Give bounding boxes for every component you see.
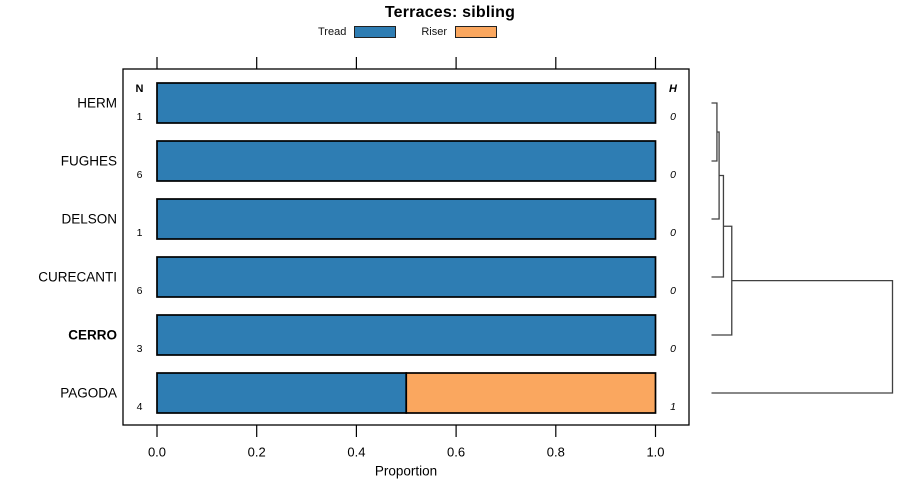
bar-segment-tread [156, 256, 657, 298]
n-value: 1 [137, 227, 143, 239]
chart-title: Terraces: sibling [384, 4, 516, 21]
h-column-header: H [669, 83, 678, 95]
h-value: 0 [670, 169, 676, 181]
n-value: 4 [137, 401, 143, 413]
dendrogram-link [711, 279, 894, 394]
x-axis-tick-label: 0.6 [447, 445, 465, 460]
h-value: 0 [670, 285, 676, 297]
y-axis-labels: HERM FUGHES DELSON CURECANTI CERRO PAGODA [38, 96, 117, 401]
dendrogram-link [711, 131, 720, 220]
y-axis-label: HERM [77, 96, 117, 111]
x-axis-tick-label: 0.0 [148, 445, 166, 460]
h-value: 0 [670, 227, 676, 239]
h-value: 0 [670, 111, 676, 123]
n-value: 1 [137, 111, 143, 123]
legend-item-tread: Tread [318, 26, 397, 38]
n-value: 3 [137, 343, 143, 355]
legend-label-tread: Tread [318, 26, 347, 38]
dendrogram [711, 102, 894, 394]
bar-segment-tread [156, 372, 408, 414]
bar-segment-tread [156, 198, 657, 240]
h-value: 0 [670, 343, 676, 355]
x-axis-tick-label: 0.4 [347, 445, 365, 460]
y-axis-label: PAGODA [60, 386, 117, 401]
x-axis-title: Proportion [375, 464, 437, 479]
y-axis-label: CURECANTI [38, 270, 117, 285]
legend-swatch-tread-icon [354, 26, 397, 38]
x-axis-tick-label: 1.0 [646, 445, 664, 460]
n-value: 6 [137, 169, 143, 181]
y-axis-label: CERRO [68, 328, 117, 343]
dendrogram-link [711, 102, 718, 162]
n-column-header: N [136, 83, 144, 95]
bar-segment-riser [405, 372, 657, 414]
legend-swatch-riser-icon [455, 26, 497, 38]
n-value: 6 [137, 285, 143, 297]
x-axis-ticks: 0.0 0.2 0.4 0.6 0.8 1.0 [148, 57, 665, 460]
legend-label-riser: Riser [421, 26, 447, 38]
x-axis-tick-label: 0.2 [248, 445, 266, 460]
y-axis-label: FUGHES [61, 154, 117, 169]
h-value: 1 [670, 401, 676, 413]
row-values-layer: 1 0 6 0 1 0 6 0 3 0 4 1 [137, 111, 677, 413]
bar-segment-tread [156, 140, 657, 182]
bar-segment-tread [156, 82, 657, 124]
plot-border [122, 68, 690, 426]
legend-item-riser: Riser [421, 26, 497, 38]
y-axis-label: DELSON [61, 212, 117, 227]
dendrogram-link [711, 225, 733, 336]
x-axis-tick-label: 0.8 [547, 445, 565, 460]
dendrogram-link [711, 174, 725, 278]
legend: Tread Riser [318, 26, 497, 38]
bar-segment-tread [156, 314, 657, 356]
bars-layer [156, 82, 657, 414]
